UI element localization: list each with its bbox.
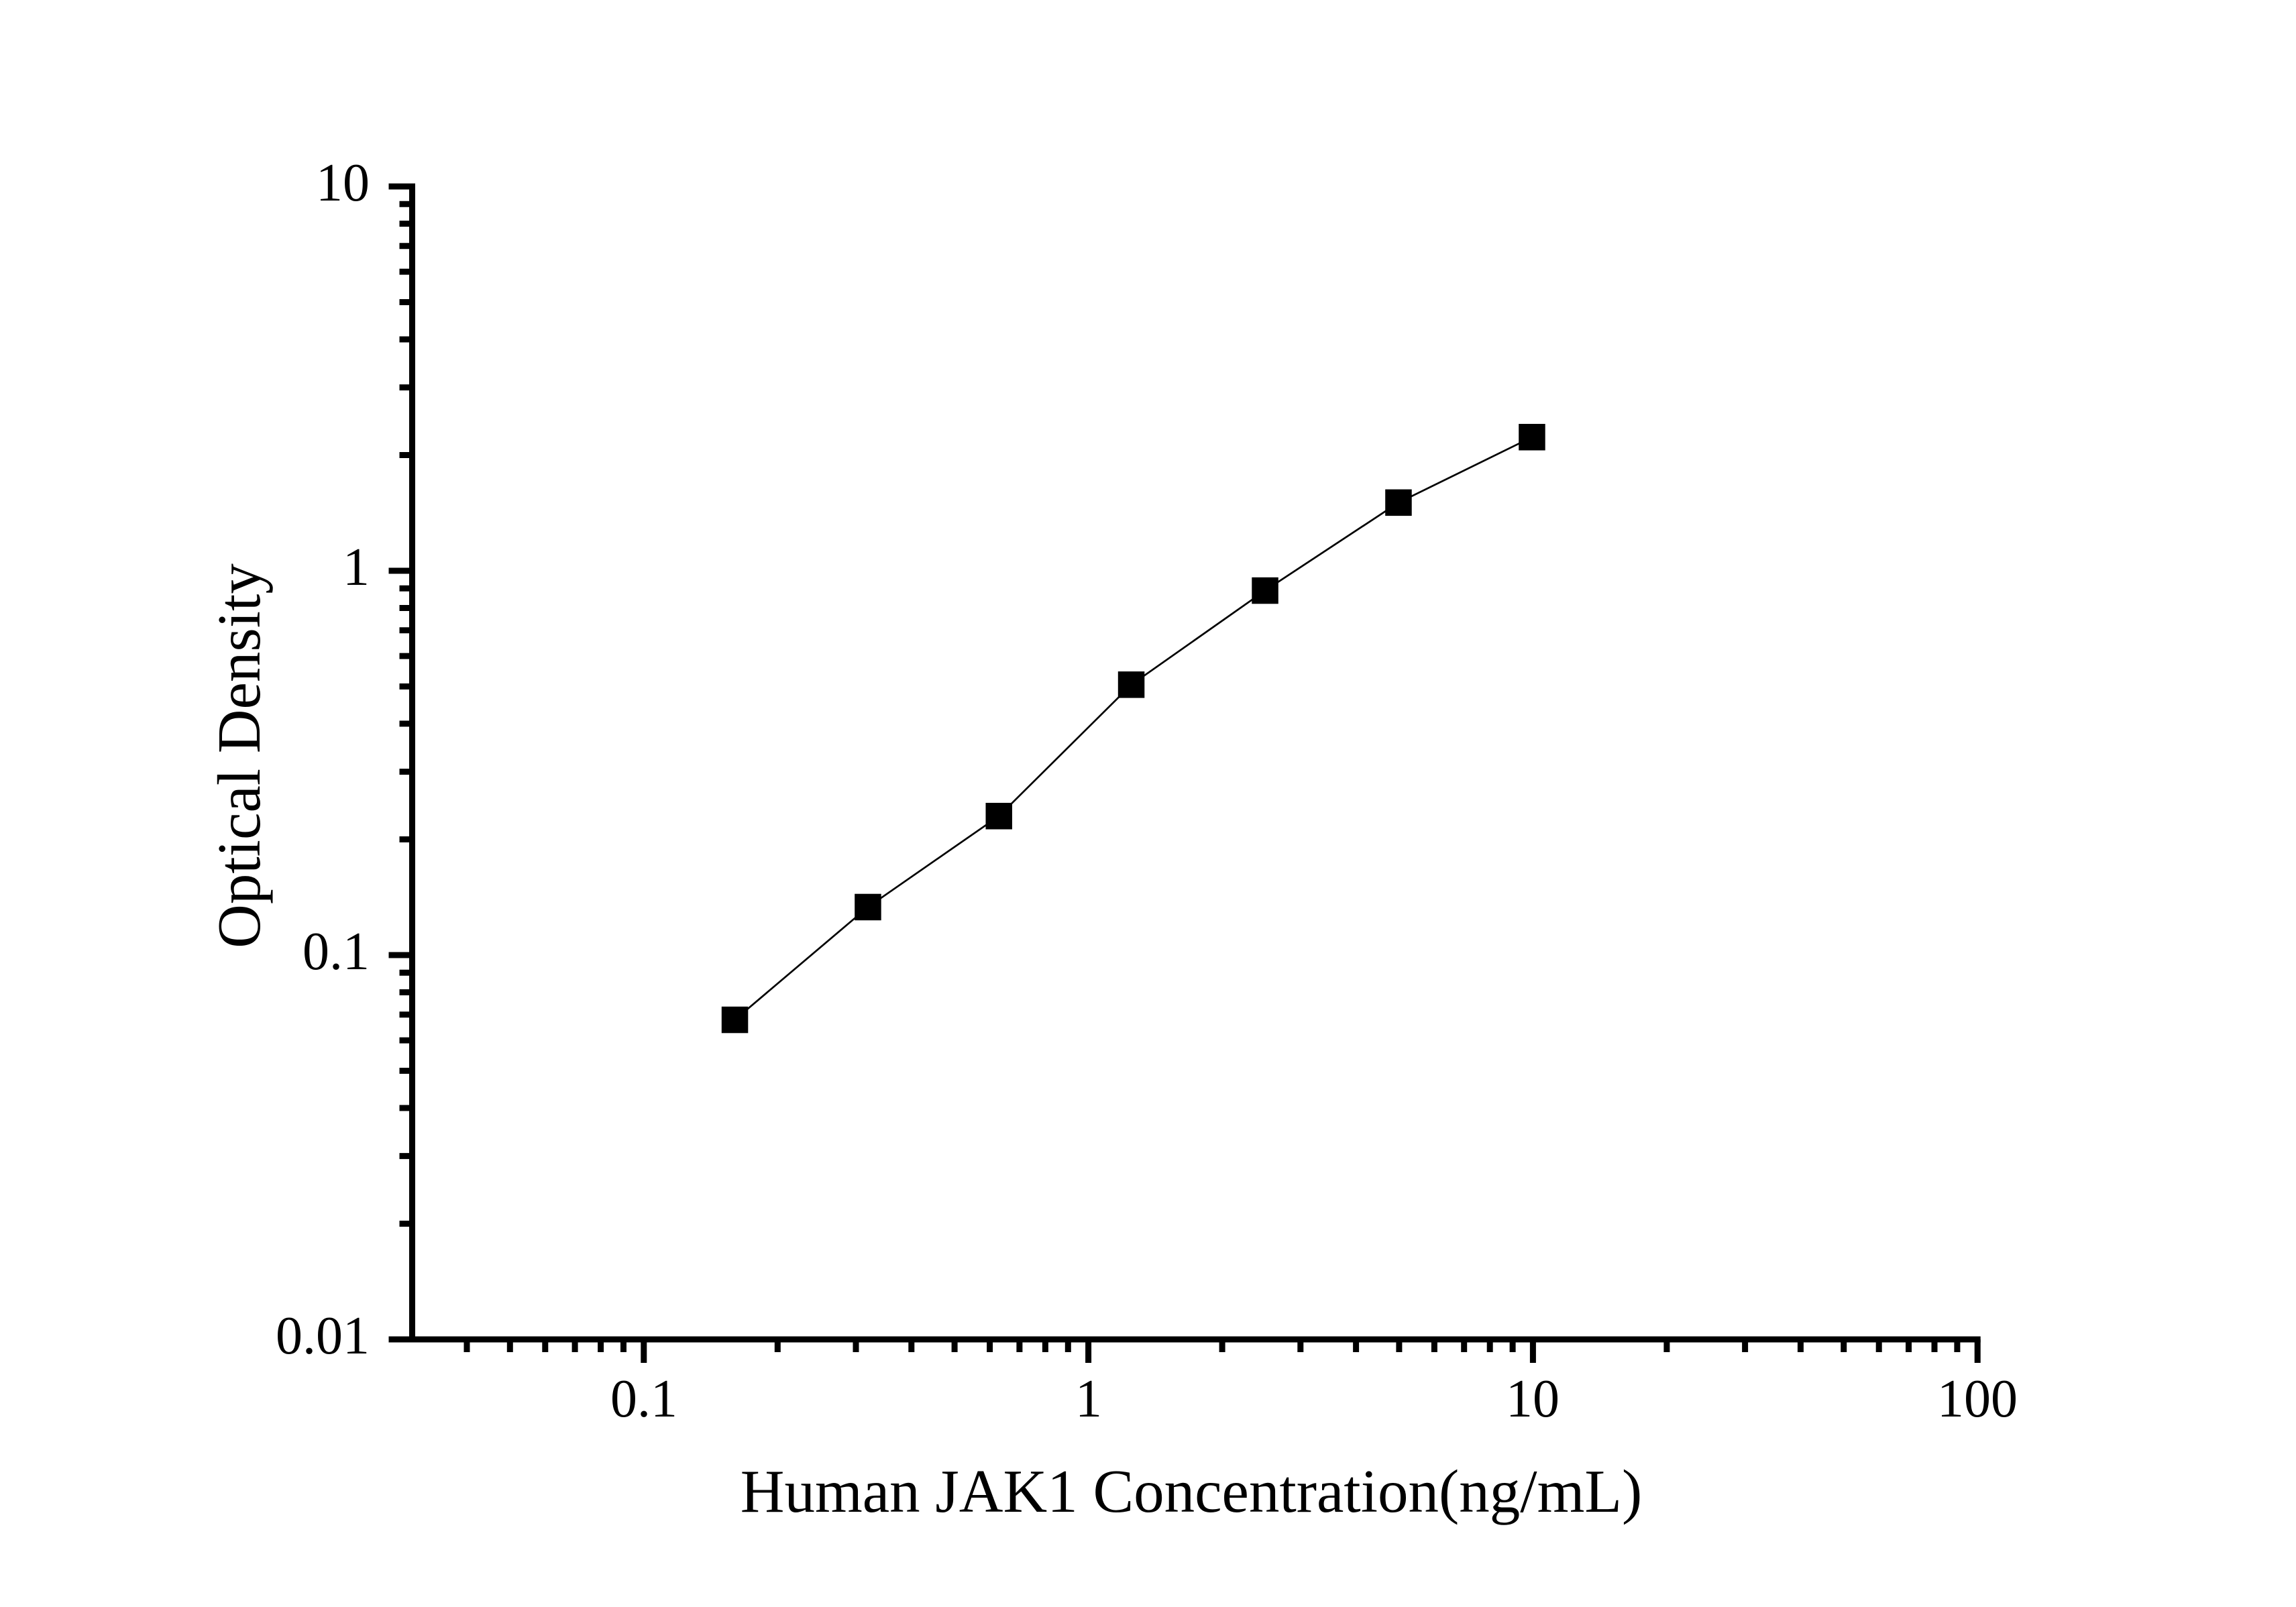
svg-text:0.1: 0.1 <box>610 1370 677 1429</box>
svg-text:Optical Density: Optical Density <box>205 563 273 948</box>
svg-text:0.1: 0.1 <box>303 922 370 981</box>
svg-text:Human JAK1 Concentration(ng/mL: Human JAK1 Concentration(ng/mL) <box>741 1457 1643 1525</box>
svg-text:0.01: 0.01 <box>276 1307 370 1366</box>
svg-text:100: 100 <box>1937 1370 2018 1429</box>
svg-text:1: 1 <box>1075 1370 1102 1429</box>
svg-text:1: 1 <box>343 538 370 597</box>
svg-text:10: 10 <box>316 154 370 213</box>
svg-text:10: 10 <box>1506 1370 1560 1429</box>
